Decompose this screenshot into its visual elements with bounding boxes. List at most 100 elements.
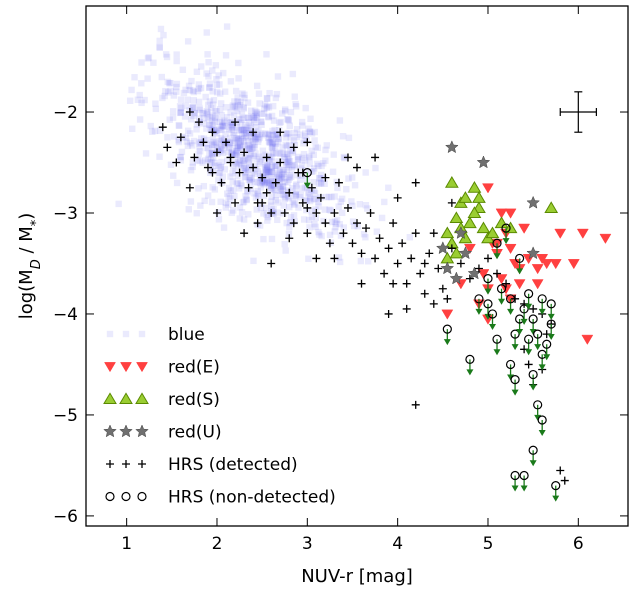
blue-point [337, 232, 345, 239]
blue-point [280, 170, 288, 178]
blue-point [220, 224, 228, 231]
blue-point [301, 130, 309, 137]
blue-point [272, 162, 279, 170]
blue-point [302, 132, 309, 140]
blue-point [270, 210, 277, 218]
blue-point [250, 257, 257, 265]
blue-point [225, 148, 232, 156]
blue-point [265, 138, 273, 145]
blue-point [207, 104, 215, 112]
blue-point [381, 198, 388, 206]
blue-point [235, 142, 243, 149]
blue-point [209, 124, 216, 131]
hrs-detected-point [249, 128, 258, 137]
blue-point [208, 150, 215, 157]
blue-point [190, 137, 198, 145]
blue-point [293, 126, 301, 133]
hrs-non-detected-point [519, 470, 529, 481]
blue-point [273, 178, 280, 185]
blue-point [252, 123, 260, 131]
blue-point [269, 139, 277, 146]
blue-point [280, 191, 287, 199]
blue-point [320, 160, 327, 167]
hrs-detected-point [194, 118, 203, 127]
blue-point [193, 68, 201, 75]
blue-point [372, 164, 379, 172]
blue-point [217, 135, 225, 142]
blue-point [243, 133, 251, 141]
blue-point [314, 144, 322, 152]
hrs-non-detected-point [546, 299, 556, 309]
hrs-detected-point [158, 123, 167, 132]
blue-point [250, 133, 257, 140]
hrs-detected-point [176, 133, 185, 142]
blue-point [251, 119, 258, 126]
blue-point [214, 147, 222, 155]
blue-point [238, 132, 246, 139]
upper-limit-arrowhead [543, 354, 551, 361]
blue-point [156, 127, 164, 135]
blue-point [266, 156, 274, 163]
blue-point [205, 73, 212, 80]
blue-point [332, 220, 340, 227]
blue-point [262, 163, 269, 171]
blue-point [226, 119, 234, 127]
upper-limit-arrowhead [538, 429, 546, 436]
hrs-detected-point [307, 183, 316, 192]
blue-point [233, 180, 240, 187]
blue-point [242, 129, 249, 136]
red-u-point [458, 246, 473, 260]
blue-point [241, 166, 248, 174]
hrs-detected-point [348, 239, 357, 248]
red-u-point [526, 246, 540, 260]
blue-point [246, 178, 254, 186]
red-e-point [599, 233, 612, 244]
blue-point [166, 116, 173, 123]
hrs-detected-point [185, 108, 194, 117]
blue-point [285, 230, 293, 238]
blue-point [285, 117, 293, 124]
hrs-detected-point [483, 254, 492, 263]
red-e-point [581, 334, 594, 345]
blue-point [245, 119, 253, 126]
blue-point [276, 119, 283, 126]
blue-point [286, 141, 293, 149]
blue-point [181, 113, 189, 120]
blue-point [229, 102, 237, 109]
blue-point [286, 203, 293, 211]
blue-point [364, 205, 371, 212]
blue-point [208, 149, 216, 157]
legend-entry: red(E) [104, 358, 220, 378]
y-axis-label: log(MD / M*) [16, 213, 44, 320]
blue-point [186, 130, 194, 137]
hrs-detected-point [222, 138, 231, 147]
blue-point [269, 150, 276, 157]
blue-point [325, 193, 333, 201]
blue-point [136, 91, 143, 99]
blue-point [221, 166, 229, 173]
hrs-detected-point [353, 163, 361, 172]
blue-point [287, 213, 295, 221]
blue-point [292, 182, 300, 190]
blue-point [236, 153, 244, 161]
hrs-detected-point [429, 299, 438, 308]
blue-point [218, 141, 225, 148]
blue-point [180, 89, 188, 97]
blue-point [152, 100, 159, 107]
blue-point [204, 101, 212, 109]
blue-point [301, 137, 308, 144]
blue-point [230, 151, 237, 158]
blue-point [209, 141, 216, 148]
blue-point [281, 240, 288, 248]
blue-point [272, 143, 279, 150]
legend-marker [106, 330, 114, 338]
blue-point [242, 132, 250, 140]
blue-point [282, 134, 290, 141]
blue-point [321, 206, 329, 213]
upper-limit-arrowhead [498, 298, 506, 305]
blue-point [212, 127, 220, 135]
blue-point [250, 114, 258, 121]
blue-point [292, 192, 299, 200]
upper-limit-arrowhead [443, 339, 451, 346]
blue-point [320, 175, 328, 182]
